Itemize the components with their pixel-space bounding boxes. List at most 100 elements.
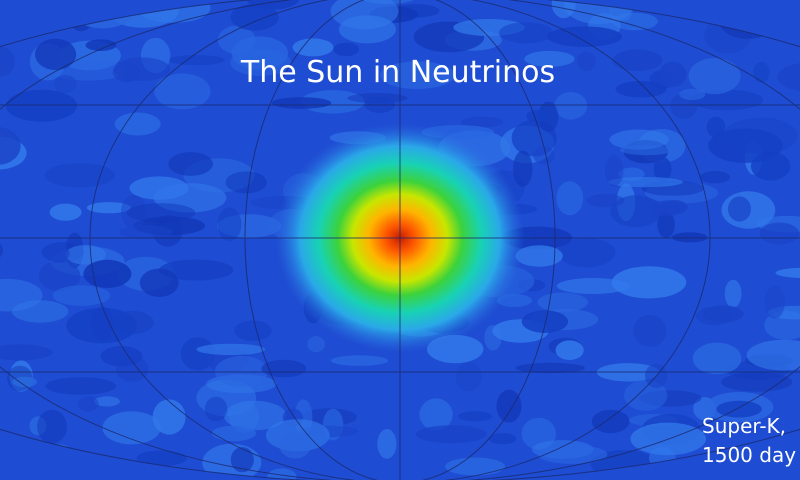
noise-blotch: [576, 51, 596, 72]
noise-blotch: [85, 39, 117, 51]
noise-blotch: [217, 207, 242, 241]
noise-blotch: [457, 411, 493, 422]
noise-blotch: [455, 361, 482, 392]
caption-line: Super-K,: [702, 414, 786, 438]
noise-blotch: [113, 57, 171, 81]
noise-blotch: [551, 0, 576, 19]
noise-blotch: [333, 42, 360, 57]
noise-blotch: [168, 152, 213, 176]
noise-blotch: [154, 73, 211, 110]
noise-blotch: [708, 128, 783, 163]
noise-blotch: [706, 116, 726, 138]
noise-blotch: [100, 346, 143, 367]
noise-blotch: [78, 396, 99, 412]
noise-blotch: [114, 112, 161, 136]
noise-blotch: [611, 12, 658, 31]
noise-blotch: [499, 22, 553, 44]
noise-blotch: [292, 38, 334, 57]
noise-blotch: [391, 4, 440, 18]
noise-blotch: [0, 46, 15, 77]
noise-blotch: [267, 468, 297, 480]
noise-blotch: [721, 372, 793, 392]
noise-blotch: [307, 336, 325, 353]
noise-blotch: [279, 431, 312, 459]
noise-blotch: [633, 314, 667, 347]
noise-blotch: [556, 278, 630, 294]
noise-blotch: [460, 116, 504, 128]
noise-blotch: [692, 342, 742, 375]
noise-blotch: [204, 396, 228, 422]
noise-blotch: [223, 400, 287, 431]
noise-blotch: [118, 225, 173, 240]
noise-blotch: [102, 411, 161, 445]
noise-blotch: [671, 232, 708, 243]
noise-blotch: [724, 279, 742, 308]
noise-blotch: [699, 171, 731, 184]
noise-blotch: [126, 203, 196, 223]
noise-blotch: [533, 146, 555, 165]
noise-blotch: [619, 145, 674, 156]
noise-blotch: [777, 62, 800, 92]
noise-blotch: [12, 376, 38, 388]
noise-blotch: [554, 92, 588, 120]
noise-blotch: [0, 278, 43, 312]
noise-blotch: [688, 58, 741, 95]
noise-blotch: [445, 457, 506, 476]
noise-blotch: [526, 109, 549, 123]
noise-blotch: [83, 259, 132, 288]
noise-blotch: [230, 447, 254, 473]
noise-blotch: [556, 181, 584, 216]
noise-blotch: [537, 445, 608, 464]
noise-blotch: [415, 425, 487, 444]
title: The Sun in Neutrinos: [240, 55, 555, 90]
noise-blotch: [45, 377, 117, 395]
noise-blotch: [555, 340, 584, 361]
noise-blotch: [759, 222, 800, 245]
noise-blotch: [591, 409, 630, 434]
noise-blotch: [604, 155, 624, 187]
noise-blotch: [261, 359, 307, 378]
noise-blotch: [612, 49, 663, 71]
noise-blotch: [377, 429, 397, 459]
noise-blotch: [45, 244, 70, 263]
noise-blotch: [136, 450, 187, 467]
noise-blotch: [5, 89, 78, 122]
noise-blotch: [702, 305, 744, 323]
noise-blotch: [513, 150, 533, 187]
noise-blotch: [489, 433, 517, 445]
caption-line: 1500 day: [702, 443, 796, 467]
noise-blotch: [753, 62, 770, 83]
noise-blotch: [211, 425, 257, 442]
noise-blotch: [608, 177, 683, 188]
noise-blotch: [139, 268, 179, 297]
noise-blotch: [152, 399, 186, 435]
noise-blotch: [44, 163, 115, 188]
noise-blotch: [49, 203, 82, 221]
noise-blotch: [230, 3, 279, 31]
noise-blotch: [54, 75, 77, 93]
noise-blotch: [609, 129, 669, 150]
noise-blotch: [271, 97, 332, 109]
noise-blotch: [90, 306, 114, 341]
noise-blotch: [419, 398, 453, 431]
noise-blotch: [0, 127, 21, 165]
noise-blotch: [728, 196, 751, 222]
noise-blotch: [764, 285, 785, 319]
noise-blotch: [659, 61, 687, 88]
noise-blotch: [653, 156, 672, 182]
noise-blotch: [338, 15, 396, 44]
noise-blotch: [651, 200, 682, 217]
noise-blotch: [380, 61, 455, 90]
noise-blotch: [557, 238, 616, 268]
noise-blotch: [586, 193, 625, 208]
noise-blotch: [515, 245, 563, 267]
noise-blotch: [521, 310, 569, 333]
noise-blotch: [524, 50, 575, 67]
noise-blotch: [230, 48, 291, 76]
noise-blotch: [52, 285, 111, 306]
noise-blotch: [657, 211, 675, 238]
noise-blotch: [38, 260, 81, 292]
noise-blotch: [35, 38, 77, 71]
